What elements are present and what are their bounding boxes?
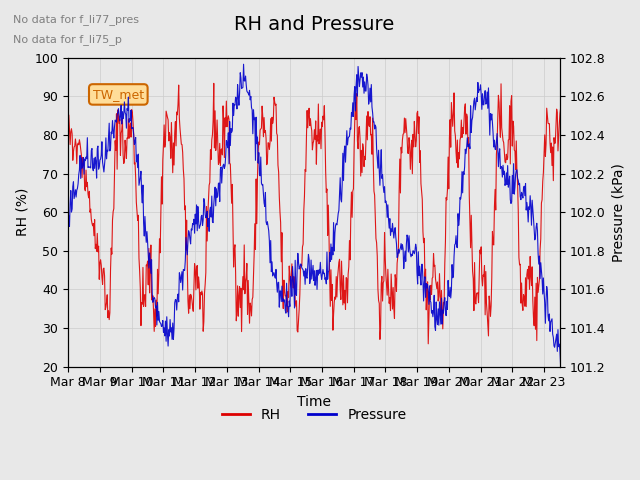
Text: TW_met: TW_met (93, 88, 144, 101)
Title: RH and Pressure: RH and Pressure (234, 15, 394, 34)
X-axis label: Time: Time (297, 395, 331, 409)
Y-axis label: RH (%): RH (%) (15, 188, 29, 236)
Text: No data for f_li77_pres: No data for f_li77_pres (13, 14, 139, 25)
Y-axis label: Pressure (kPa): Pressure (kPa) (611, 163, 625, 262)
Text: No data for f_li75_p: No data for f_li75_p (13, 34, 122, 45)
Legend: RH, Pressure: RH, Pressure (216, 403, 412, 428)
